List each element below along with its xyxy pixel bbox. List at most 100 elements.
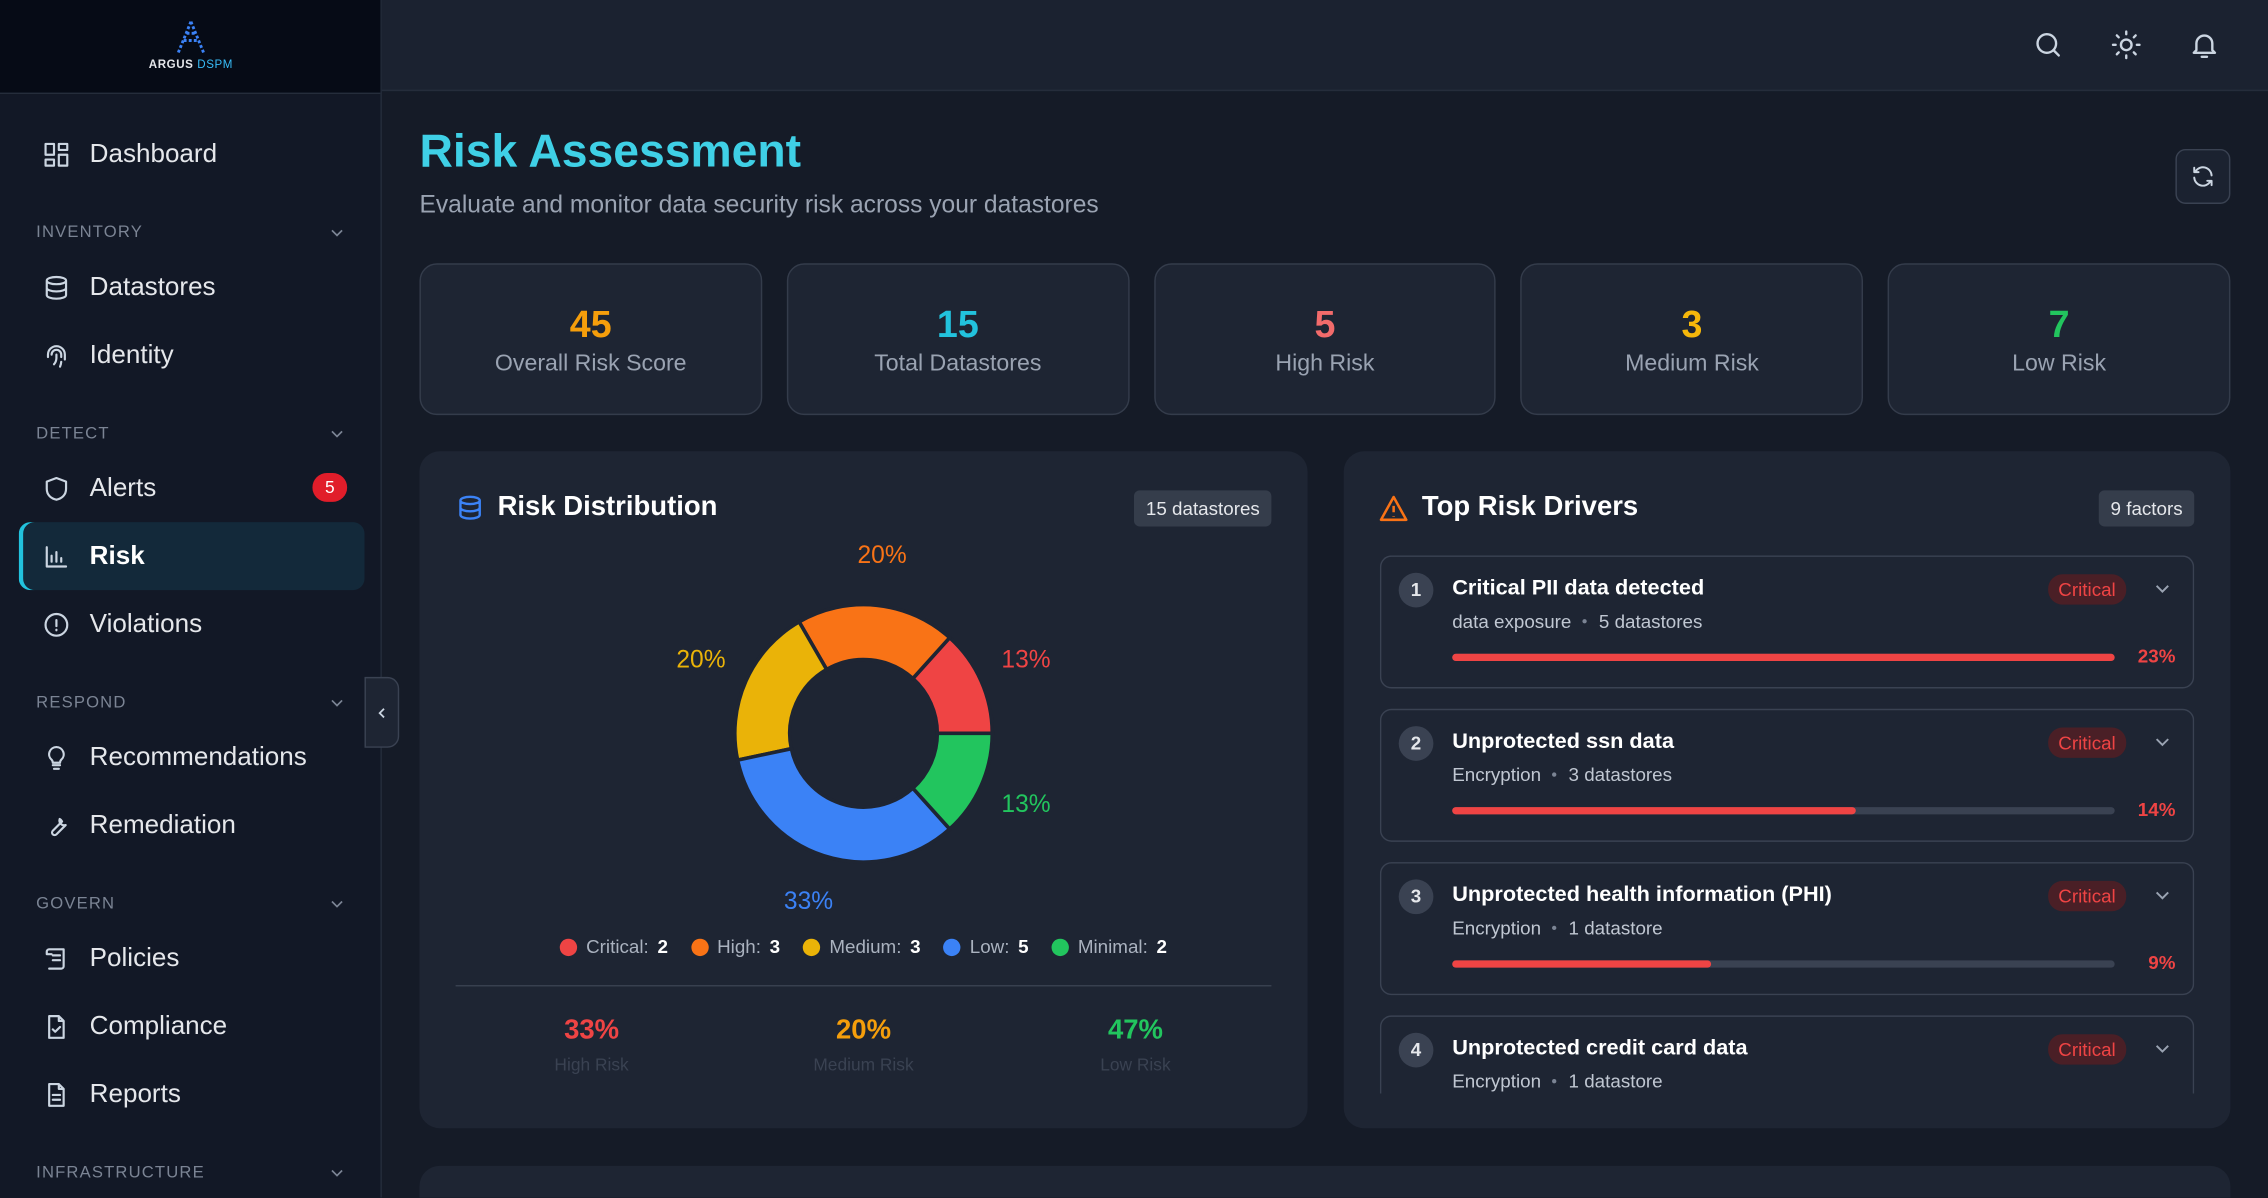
nav-section[interactable]: INVENTORY	[36, 221, 364, 244]
driver-title: Unprotected credit card data	[1452, 1035, 1748, 1061]
notifications-button[interactable]	[2188, 29, 2220, 61]
nav-icon	[46, 344, 66, 368]
nav-label: Identity	[89, 339, 174, 369]
nav-section-title: INVENTORY	[36, 224, 144, 242]
stat-label: Medium Risk	[1625, 351, 1759, 377]
progress-fill	[1452, 807, 1856, 815]
nav-item[interactable]: Identity	[19, 321, 365, 389]
summary-value: 20%	[836, 1015, 892, 1046]
nav-item[interactable]: Remediation	[19, 791, 365, 859]
slice-label: 20%	[858, 542, 907, 569]
nav-icon	[50, 817, 67, 836]
nav-item[interactable]: Policies	[19, 924, 365, 992]
nav-label: Remediation	[89, 810, 236, 839]
driver-card[interactable]: 1 Critical PII data detected Critical data …	[1379, 555, 2195, 689]
chevron	[331, 229, 343, 237]
nav-section[interactable]: RESPOND	[36, 691, 364, 714]
progress-label: 14%	[2137, 798, 2176, 821]
driver-card[interactable]: 4 Unprotected credit card data Critical Enc…	[1379, 1015, 2195, 1094]
separator-dot	[1552, 772, 1557, 777]
refresh-icon	[2193, 166, 2213, 187]
driver-card[interactable]: 3 Unprotected health information (PHI) Cri…	[1379, 862, 2195, 996]
collapse-button[interactable]	[364, 676, 400, 748]
nav-icon	[45, 476, 68, 501]
nav-item[interactable]: Compliance	[19, 992, 365, 1060]
legend-label: High:	[717, 935, 762, 958]
chevron	[331, 1169, 343, 1177]
nav-section-title: GOVERN	[36, 895, 116, 913]
nav-item[interactable]: Dashboard	[19, 120, 365, 188]
expand-chevron[interactable]	[2151, 577, 2174, 600]
nav-icon-path	[48, 1082, 65, 1107]
driver-title: Unprotected ssn data	[1452, 729, 1675, 754]
severity-badge: Critical	[2048, 880, 2126, 912]
driver-datastores: 1 datastore	[1568, 917, 1663, 939]
nav-icon-path	[44, 142, 69, 166]
nav-section[interactable]: GOVERN	[36, 892, 364, 915]
nav-icon	[44, 612, 69, 637]
driver-category: Encryption	[1452, 917, 1542, 939]
stat-value: 5	[1314, 302, 1336, 346]
severity-badge: Critical	[2048, 574, 2126, 605]
expand-chevron[interactable]	[2151, 884, 2174, 907]
nav-item[interactable]: Alerts 5	[19, 454, 365, 522]
summary-item: 20% Medium Risk	[728, 986, 1000, 1074]
legend-item: Critical: 2	[560, 936, 668, 958]
nav-icon-path	[45, 545, 68, 567]
theme-button[interactable]	[2110, 29, 2142, 61]
nav-icon-path	[44, 612, 69, 637]
driver-rank: 3	[1398, 879, 1434, 915]
risk-distribution-panel: Risk Distribution 15 datastores 13% 20% 20…	[419, 451, 1308, 1129]
driver-card[interactable]: 2 Unprotected ssn data Critical Encryption 3…	[1379, 708, 2195, 842]
legend: Critical: 2 High: 3 Medium: 3 Low: 5 Minimal: 2	[419, 936, 1307, 958]
stat-card: 15 Total Datastores	[786, 263, 1130, 416]
stat-label: Low Risk	[2012, 351, 2107, 377]
refresh-button[interactable]	[2175, 148, 2231, 204]
slice-label: 33%	[784, 888, 833, 914]
driver-category: Encryption	[1452, 763, 1542, 786]
panel-badge: 15 datastores	[1134, 490, 1272, 527]
progress-label: 9%	[2148, 951, 2176, 974]
page-subtitle: Evaluate and monitor data security risk …	[419, 190, 1099, 219]
nav-item[interactable]: Risk	[18, 522, 365, 591]
slice-label: 13%	[1001, 791, 1050, 818]
nav-item[interactable]: Recommendations	[19, 723, 365, 791]
summary-item: 33% High Risk	[456, 986, 728, 1074]
nav-icon	[44, 142, 69, 166]
expand-chevron[interactable]	[2151, 730, 2174, 753]
legend-count: 3	[769, 935, 781, 958]
drivers-list: 1 Critical PII data detected Critical data …	[1379, 555, 2195, 1094]
nav-section[interactable]: INFRASTRUCTURE	[36, 1161, 364, 1184]
nav-label: Dashboard	[89, 138, 218, 168]
chevron	[331, 699, 343, 707]
donut-chart: 13% 20% 20% 33% 13%	[676, 542, 1050, 914]
nav-icon-path	[50, 817, 67, 836]
legend-dot	[803, 938, 821, 956]
legend-dot	[1051, 938, 1070, 956]
nav-item[interactable]: Reports	[19, 1060, 365, 1128]
nav-icon	[48, 1082, 65, 1107]
next-panel	[419, 1165, 2231, 1198]
chevron	[331, 900, 343, 908]
topbar	[381, 0, 2268, 92]
nav-label: Recommendations	[89, 742, 307, 771]
panel-badge: 9 factors	[2098, 490, 2195, 527]
logo-area: ARGUS DSPM	[0, 0, 381, 95]
legend-dot	[943, 938, 962, 956]
slice-label: 13%	[1001, 646, 1050, 673]
nav-section-title: DETECT	[36, 425, 110, 443]
nav-icon-path	[45, 476, 68, 501]
nav-item[interactable]: Violations	[19, 590, 365, 658]
nav-item[interactable]: Datastores	[19, 253, 365, 321]
nav-icon	[48, 1014, 65, 1039]
driver-rank: 4	[1398, 1032, 1434, 1068]
expand-chevron[interactable]	[2151, 1037, 2174, 1060]
progress-fill	[1452, 960, 1712, 968]
nav-section[interactable]: DETECT	[36, 422, 364, 445]
nav: Dashboard INVENTORY Datastores Identity DETE…	[0, 120, 380, 1193]
brand-name: ARGUS	[148, 57, 194, 71]
donut-slice	[796, 602, 953, 682]
search-button[interactable]	[2032, 29, 2064, 61]
donut-slice	[732, 619, 830, 763]
